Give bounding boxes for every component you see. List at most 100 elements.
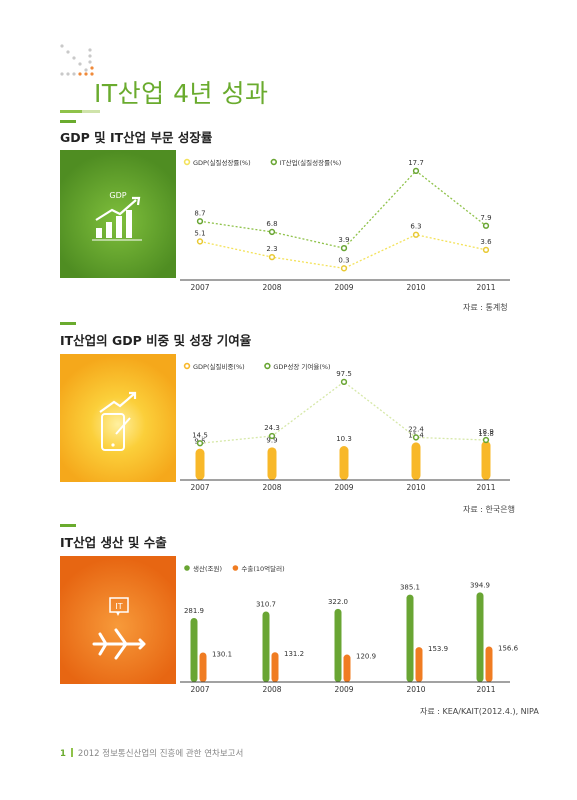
section-tile-export: IT bbox=[60, 556, 176, 684]
data-label: 120.9 bbox=[356, 653, 376, 661]
title-underline bbox=[60, 110, 82, 113]
gdp-growth-line-chart: GDP(실질성장률(%) IT산업(실질성장률(%) 5.1 2.3 0.3 6.3 3.6… bbox=[180, 158, 510, 292]
x-tick-label: 2009 bbox=[334, 483, 353, 492]
gdp-share-bar-chart: GDP(실질비중(%)GDP성장 기여율(%)9.59.910.311.411.… bbox=[180, 362, 510, 492]
data-label: 97.5 bbox=[336, 370, 352, 378]
bar bbox=[415, 647, 423, 682]
data-label: 5.1 bbox=[194, 229, 205, 237]
x-tick-label: 2008 bbox=[262, 685, 281, 694]
data-label: 7.9 bbox=[480, 214, 491, 222]
x-tick-label: 2007 bbox=[190, 483, 209, 492]
section-bar bbox=[60, 322, 76, 325]
section-title: IT산업의 GDP 비중 및 성장 기여율 bbox=[60, 333, 252, 348]
growth-bar-chart-icon: GDP bbox=[92, 191, 142, 241]
data-label: 310.7 bbox=[256, 600, 276, 608]
x-tick-label: 2009 bbox=[334, 685, 353, 694]
bar bbox=[339, 446, 349, 480]
data-label: 22.4 bbox=[408, 425, 424, 433]
legend-marker bbox=[183, 158, 191, 166]
production-export-bar-chart: 생산(조원) 수출(10억달러) 281.9 310.7 322.0 385.1 394.9… bbox=[180, 564, 519, 694]
data-label: 153.9 bbox=[428, 645, 448, 653]
data-point bbox=[412, 167, 420, 175]
bar bbox=[406, 594, 414, 682]
data-point bbox=[268, 432, 276, 440]
legend-marker bbox=[232, 565, 239, 571]
footer-divider bbox=[70, 748, 73, 757]
data-point bbox=[482, 222, 490, 229]
title-underline-light bbox=[82, 110, 100, 113]
section-tile-gdp: GDP bbox=[60, 150, 176, 278]
decorative-dots-icon bbox=[60, 44, 94, 76]
data-label: 14.5 bbox=[192, 431, 208, 439]
bar bbox=[411, 442, 421, 480]
x-tick-label: 2010 bbox=[406, 685, 425, 694]
legend-label: IT산업(실질성장률(%) bbox=[280, 158, 342, 167]
bar bbox=[262, 611, 270, 682]
x-tick-label: 2011 bbox=[476, 483, 495, 492]
legend-label: 수출(10억달러) bbox=[241, 564, 284, 573]
data-label: 6.3 bbox=[410, 223, 421, 231]
section-title: GDP 및 IT산업 부문 성장률 bbox=[60, 130, 213, 145]
data-label: 11.8 bbox=[478, 430, 494, 438]
data-point bbox=[268, 228, 276, 236]
data-point bbox=[340, 265, 348, 272]
bar bbox=[271, 652, 279, 682]
x-tick-label: 2007 bbox=[190, 283, 209, 292]
data-label: 0.3 bbox=[338, 256, 349, 264]
data-label: 281.9 bbox=[184, 607, 204, 615]
bar bbox=[267, 447, 277, 480]
legend-marker bbox=[184, 565, 190, 571]
bar bbox=[476, 592, 484, 682]
data-point bbox=[412, 231, 420, 238]
source-label: 자료 : KEA/KAIT(2012.4.), NIPA bbox=[420, 707, 539, 716]
data-point bbox=[412, 434, 420, 441]
series-line bbox=[199, 170, 487, 249]
airplane-export-icon: IT bbox=[92, 597, 146, 660]
section-title: IT산업 생산 및 수출 bbox=[60, 535, 167, 550]
x-tick-label: 2008 bbox=[262, 483, 281, 492]
x-tick-label: 2010 bbox=[406, 283, 425, 292]
data-label: 18.9 bbox=[478, 428, 494, 436]
data-label: 9.9 bbox=[266, 436, 277, 444]
x-tick-label: 2009 bbox=[334, 283, 353, 292]
bar bbox=[481, 441, 491, 480]
data-point bbox=[268, 253, 276, 261]
legend-label: GDP(실질성장률(%) bbox=[193, 158, 251, 167]
data-point bbox=[340, 245, 348, 252]
legend-label: GDP성장 기여율(%) bbox=[273, 362, 330, 371]
section-bar bbox=[60, 120, 76, 123]
x-tick-label: 2010 bbox=[406, 483, 425, 492]
data-label: 156.6 bbox=[498, 644, 519, 652]
bar bbox=[195, 448, 205, 480]
x-tick-label: 2011 bbox=[476, 685, 495, 694]
svg-text:IT: IT bbox=[115, 602, 122, 611]
data-label: 394.9 bbox=[470, 581, 490, 589]
bar bbox=[199, 652, 207, 682]
data-label: 131.2 bbox=[284, 650, 304, 658]
section-bar bbox=[60, 524, 76, 527]
bar bbox=[343, 654, 351, 682]
smartphone-growth-icon bbox=[99, 391, 137, 451]
data-point bbox=[340, 378, 348, 386]
data-point bbox=[196, 238, 204, 245]
legend-marker bbox=[270, 158, 278, 166]
page-number: 1 bbox=[60, 749, 66, 759]
data-point bbox=[196, 218, 204, 225]
data-label: 3.6 bbox=[480, 238, 492, 246]
legend-marker bbox=[183, 362, 191, 370]
data-label: 17.7 bbox=[408, 159, 424, 167]
tile-label: GDP bbox=[109, 191, 126, 200]
section-tile-gdp-share bbox=[60, 354, 176, 482]
page-footer: 1 2012 정보통신산업의 진흥에 관한 연차보고서 bbox=[60, 747, 243, 759]
data-label: 385.1 bbox=[400, 584, 420, 592]
legend-label: 생산(조원) bbox=[193, 564, 222, 573]
data-label: 322.0 bbox=[328, 598, 348, 606]
data-label: 6.8 bbox=[266, 220, 277, 228]
series-line bbox=[199, 234, 487, 269]
data-point bbox=[482, 246, 490, 253]
legend-marker bbox=[264, 362, 271, 370]
data-point bbox=[196, 440, 204, 447]
data-label: 24.3 bbox=[264, 424, 280, 432]
bar bbox=[485, 646, 493, 682]
data-label: 3.9 bbox=[338, 236, 349, 244]
